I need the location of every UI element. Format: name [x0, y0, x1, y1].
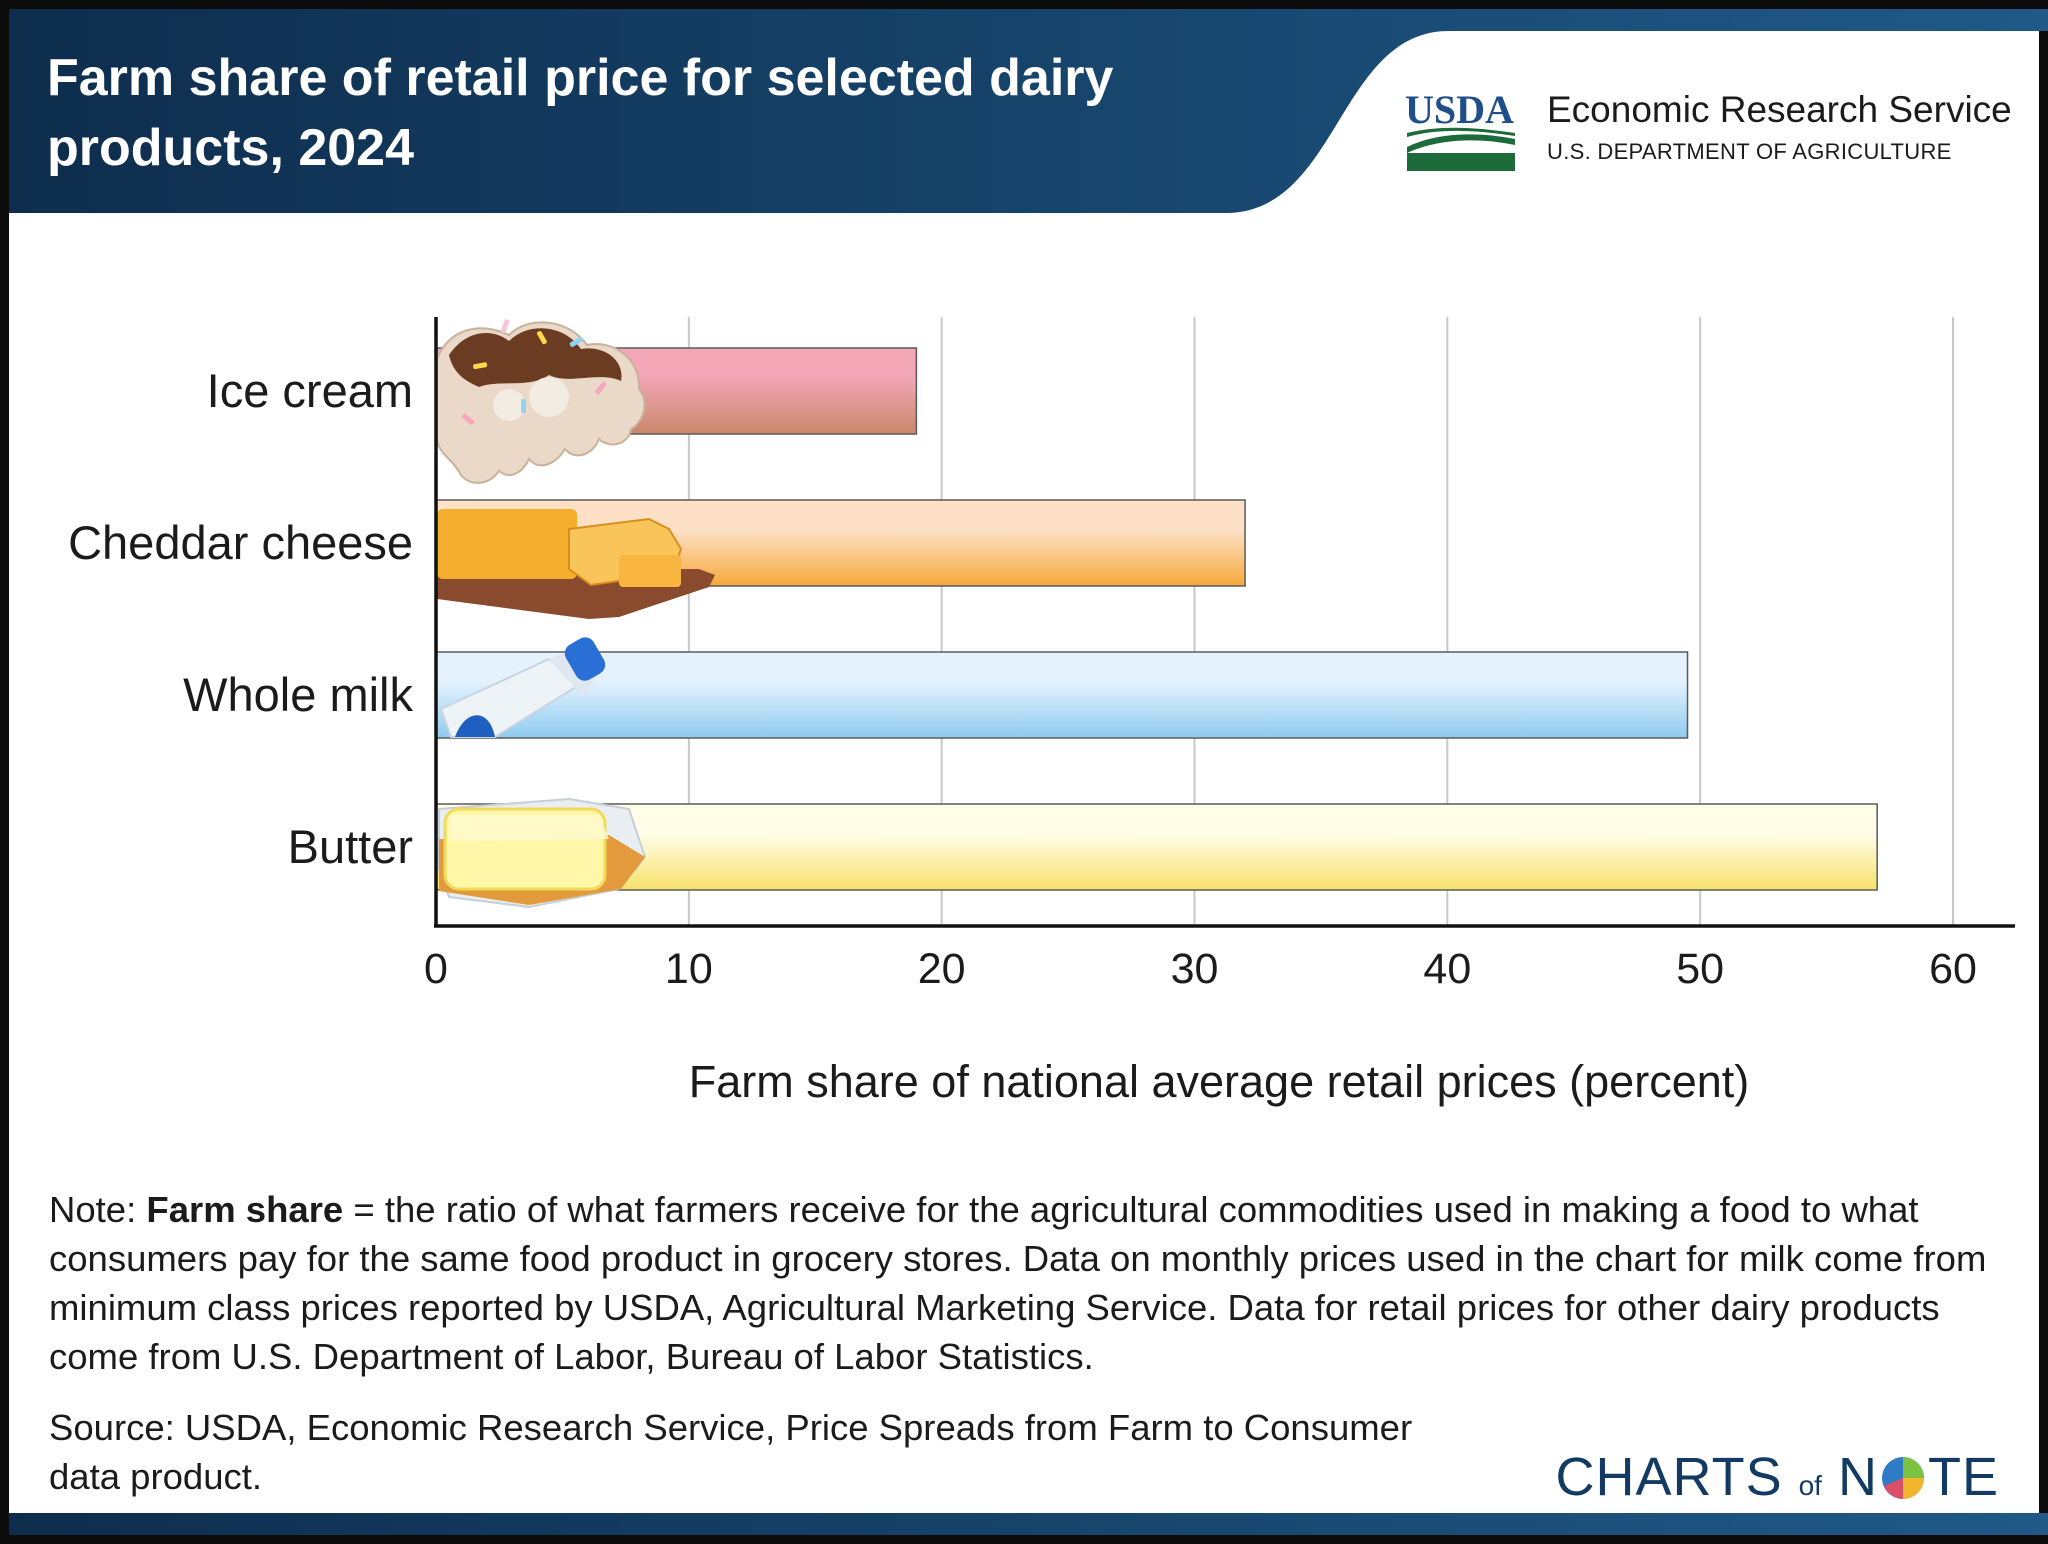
- cheese-icon: [437, 509, 715, 619]
- milk-bottle-icon: [439, 637, 606, 738]
- ice-cream-icon: [436, 319, 646, 484]
- x-tick-label: 10: [665, 945, 713, 993]
- bar-whole-milk: [435, 651, 1689, 739]
- pie-chart-icon: [1881, 1457, 1924, 1499]
- department-name: U.S. DEPARTMENT OF AGRICULTURE: [1547, 139, 1952, 164]
- note-term: Farm share: [146, 1189, 344, 1230]
- bar-butter: [435, 803, 1878, 891]
- x-tick-label: 20: [918, 945, 966, 993]
- x-tick-label: 30: [1171, 945, 1219, 993]
- x-tick-label: 60: [1929, 945, 1977, 993]
- x-tick-labels: 0 10 20 30 40 50 60: [424, 945, 1977, 993]
- usda-logo-text: USDA: [1405, 87, 1514, 132]
- chart-title: Farm share of retail price for selected …: [47, 49, 1114, 177]
- usda-logo-icon: USDA: [1405, 87, 1515, 171]
- charts-of-note-logo: CHARTS of N TE: [1556, 1445, 1999, 1509]
- brand-word-of: of: [1798, 1470, 1822, 1501]
- header-banner: [9, 9, 2048, 213]
- note-text: Note: Farm share = the ratio of what far…: [49, 1185, 2019, 1381]
- category-label: Butter: [288, 820, 413, 873]
- note-label: Note:: [49, 1189, 137, 1230]
- x-axis-title: Farm share of national average retail pr…: [689, 1056, 1750, 1107]
- category-label: Ice cream: [207, 364, 413, 417]
- axes: [434, 317, 2015, 928]
- footer-bar: [9, 1513, 2048, 1535]
- product-icons: [436, 319, 715, 909]
- x-tick-label: 40: [1423, 945, 1471, 993]
- agency-name: Economic Research Service: [1547, 89, 2012, 130]
- usda-ers-logo: USDA Economic Research Service U.S. DEPA…: [1405, 87, 2025, 177]
- brand-word-charts: CHARTS: [1555, 1447, 1783, 1507]
- source-text: Source: USDA, Economic Research Service,…: [49, 1407, 1413, 1497]
- category-labels: Ice cream Cheddar cheese Whole milk Butter: [68, 364, 413, 873]
- bars: [435, 347, 1878, 891]
- butter-icon: [438, 797, 647, 909]
- category-label: Whole milk: [183, 668, 413, 721]
- x-tick-label: 50: [1676, 945, 1724, 993]
- x-tick-label: 0: [424, 945, 448, 993]
- category-label: Cheddar cheese: [68, 516, 413, 569]
- brand-word-te: TE: [1927, 1447, 1999, 1507]
- note-body: = the ratio of what farmers receive for …: [49, 1189, 1987, 1377]
- brand-word-n: N: [1837, 1447, 1878, 1507]
